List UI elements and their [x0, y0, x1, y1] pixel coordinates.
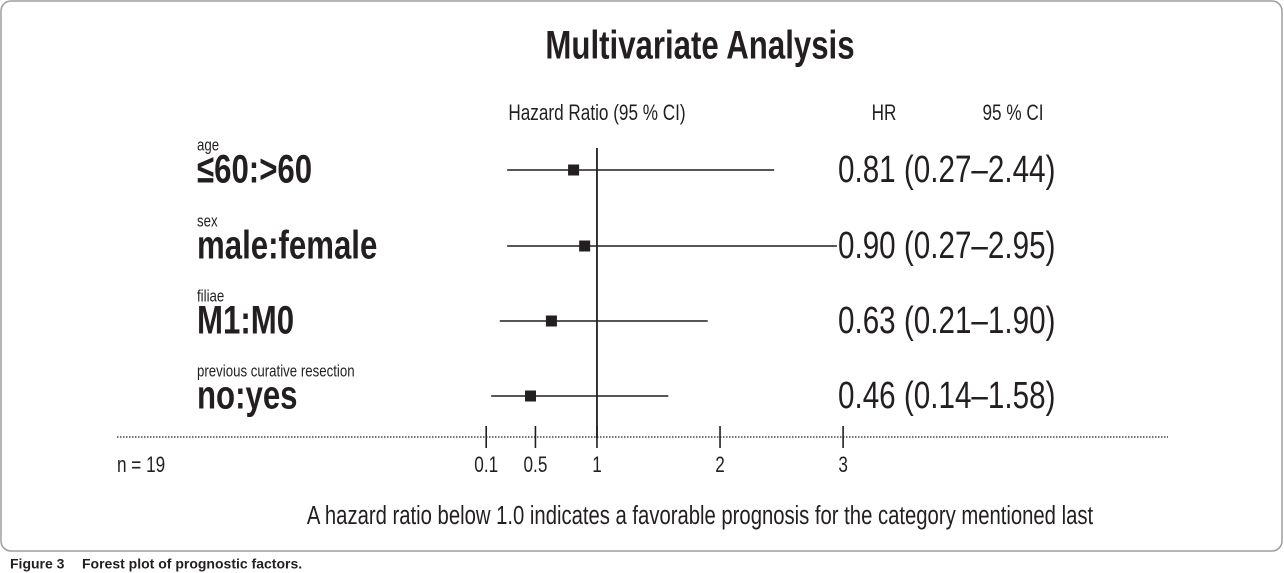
group-label: sex [197, 212, 218, 231]
x-tick-label: 2 [715, 453, 725, 478]
category-label: M1:M0 [197, 298, 294, 343]
category-label: ≤60:>60 [197, 147, 312, 192]
x-tick-label: 3 [838, 453, 848, 478]
x-tick-label: 1 [592, 453, 602, 478]
category-label: male:female [197, 223, 377, 268]
axis-header: Hazard Ratio (95 % CI) [508, 101, 685, 126]
category-label: no:yes [197, 373, 298, 418]
value-label: 0.63 (0.21–1.90) [838, 300, 1055, 342]
estimate-marker [568, 164, 580, 176]
estimate-marker [579, 240, 591, 252]
group-label: filiae [197, 287, 224, 306]
sample-size: n = 19 [117, 453, 165, 478]
value-label: 0.46 (0.14–1.58) [838, 375, 1055, 417]
chart-title: Multivariate Analysis [545, 23, 854, 68]
x-tick-label: 0.1 [474, 453, 498, 478]
figure-frame [0, 0, 1283, 552]
estimate-marker [525, 390, 537, 402]
group-label: previous curative resection [197, 362, 355, 381]
column-header: HR [872, 101, 897, 126]
estimate-marker [545, 315, 557, 327]
footnote: A hazard ratio below 1.0 indicates a fav… [307, 500, 1094, 529]
group-label: age [197, 136, 219, 155]
caption-label: Figure 3 [10, 556, 65, 572]
value-label: 0.90 (0.27–2.95) [838, 225, 1055, 267]
x-tick-label: 0.5 [524, 453, 548, 478]
caption-text: Forest plot of prognostic factors. [82, 556, 302, 572]
column-header: 95 % CI [982, 101, 1043, 126]
value-label: 0.81 (0.27–2.44) [838, 149, 1055, 191]
